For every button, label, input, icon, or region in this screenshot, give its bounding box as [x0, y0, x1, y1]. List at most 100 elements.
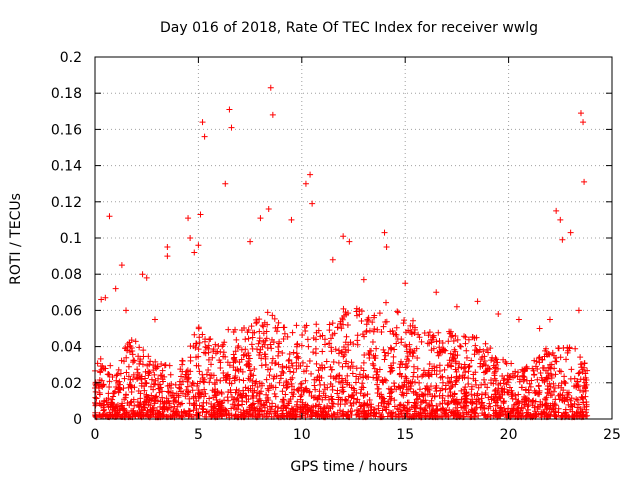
data-point-band	[329, 403, 336, 410]
data-point-band	[458, 396, 465, 403]
data-point-band	[480, 348, 487, 355]
data-point-band	[500, 380, 507, 387]
data-point-band	[256, 328, 263, 335]
data-point-band	[235, 343, 242, 350]
data-point-band	[334, 390, 341, 397]
data-point-band	[171, 397, 178, 404]
data-point-band	[510, 407, 517, 414]
data-point-band	[338, 325, 345, 332]
data-point-band	[193, 405, 200, 412]
data-point-band	[393, 324, 400, 331]
data-point-band	[245, 385, 252, 392]
data-point-band	[442, 386, 449, 393]
data-point-band	[452, 381, 459, 388]
grid	[95, 57, 612, 419]
data-point-band	[329, 396, 336, 403]
data-point-band	[574, 404, 581, 411]
data-point-band	[567, 406, 574, 413]
data-point-band	[104, 401, 111, 408]
data-point-band	[424, 340, 431, 347]
data-point-band	[364, 391, 371, 398]
data-point-band	[167, 412, 174, 419]
data-point-band	[246, 361, 253, 368]
data-point-band	[429, 402, 436, 409]
data-point-band	[143, 380, 150, 387]
data-point-band	[475, 412, 482, 419]
data-point-band	[128, 407, 135, 414]
data-point-band	[290, 369, 297, 376]
data-point	[553, 207, 560, 214]
data-point	[453, 303, 460, 310]
data-point-band	[178, 373, 185, 380]
data-point-band	[551, 365, 558, 372]
data-point-band	[463, 347, 470, 354]
y-tick-label: 0.02	[51, 376, 82, 392]
data-point	[228, 124, 235, 131]
data-point-band	[550, 388, 557, 395]
data-point-band	[493, 377, 500, 384]
data-point	[557, 216, 564, 223]
data-point-band	[547, 361, 554, 368]
data-point-band	[555, 405, 562, 412]
data-point-band	[147, 358, 154, 365]
data-point-band	[567, 397, 574, 404]
data-point-band	[307, 407, 314, 414]
data-point-band	[579, 366, 586, 373]
data-point-band	[256, 337, 263, 344]
data-point-band	[141, 398, 148, 405]
data-point-band	[468, 386, 475, 393]
data-point-band	[269, 355, 276, 362]
data-point-band	[188, 382, 195, 389]
data-point-band	[245, 335, 252, 342]
data-point-band	[490, 395, 497, 402]
data-point-band	[457, 412, 464, 419]
data-point	[191, 249, 198, 256]
data-point-band	[342, 360, 349, 367]
data-point-band	[116, 378, 123, 385]
data-point-band	[260, 401, 267, 408]
data-point-band	[410, 373, 417, 380]
data-point-band	[214, 408, 221, 415]
data-point-band	[555, 392, 562, 399]
data-point-band	[360, 392, 367, 399]
data-point-band	[98, 413, 105, 420]
data-point-band	[113, 410, 120, 417]
data-point-band	[280, 396, 287, 403]
data-point-band	[283, 410, 290, 417]
data-point-band	[394, 405, 401, 412]
data-point-band	[561, 380, 568, 387]
data-point-band	[454, 407, 461, 414]
data-point-band	[453, 377, 460, 384]
data-point-band	[416, 379, 423, 386]
data-point-band	[477, 404, 484, 411]
data-point-band	[213, 376, 220, 383]
data-point-band	[457, 343, 464, 350]
data-point-band	[128, 389, 135, 396]
data-point-band	[190, 407, 197, 414]
data-point-band	[281, 330, 288, 337]
data-point-band	[426, 360, 433, 367]
data-point-band	[493, 362, 500, 369]
data-point-band	[211, 381, 218, 388]
data-point-band	[299, 332, 306, 339]
data-point-band	[494, 413, 501, 420]
data-point-band	[395, 309, 402, 316]
data-point-band	[126, 381, 133, 388]
data-point-band	[199, 403, 206, 410]
data-point-band	[421, 330, 428, 337]
data-point-band	[313, 321, 320, 328]
data-point-band	[301, 403, 308, 410]
data-point-band	[462, 395, 469, 402]
data-point-band	[536, 354, 543, 361]
data-point-band	[394, 308, 401, 315]
data-point-band	[486, 400, 493, 407]
data-point-band	[418, 338, 425, 345]
data-point-band	[430, 332, 437, 339]
data-point-band	[230, 351, 237, 358]
data-point-band	[343, 311, 350, 318]
data-point-band	[293, 343, 300, 350]
data-point-band	[410, 317, 417, 324]
data-point-band	[246, 376, 253, 383]
data-point-band	[161, 362, 168, 369]
x-tick-label: 10	[293, 427, 311, 443]
